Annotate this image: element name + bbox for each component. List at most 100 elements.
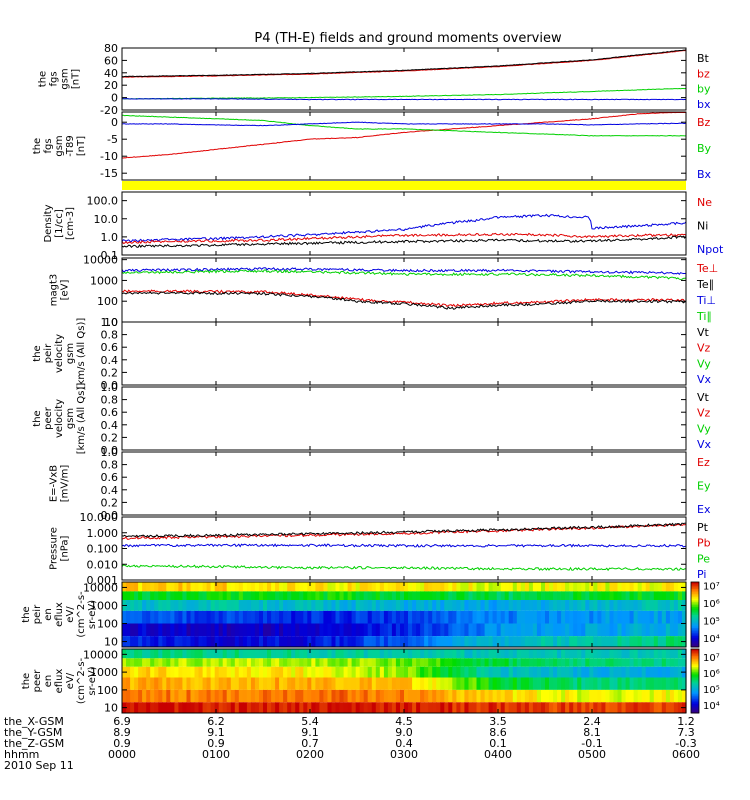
panel-9-cell xyxy=(464,623,469,637)
panel-9-cell xyxy=(158,591,163,600)
panel-10-cell xyxy=(130,702,135,713)
panel-10-cell xyxy=(601,677,606,690)
panel-9-cell xyxy=(488,636,494,647)
panel-10-cell xyxy=(214,649,220,659)
panel-9-cell xyxy=(617,610,623,624)
panel-9-cell xyxy=(508,591,514,600)
xaxis-row-value: 8.9 xyxy=(113,726,131,739)
panel-10-colorbar-swatch xyxy=(691,708,699,711)
panel-10-cell xyxy=(279,689,284,703)
panel-9-cell xyxy=(601,582,606,592)
panel-9-cell xyxy=(645,591,651,600)
panel-10-cell xyxy=(512,677,518,690)
panel-10-cell xyxy=(335,702,341,713)
panel-10-cell xyxy=(222,649,228,659)
panel-10-cell xyxy=(263,689,268,703)
panel-10-cell xyxy=(395,689,401,703)
panel-9-cell xyxy=(601,610,606,624)
panel-10-cell xyxy=(613,649,619,659)
panel-9-cell xyxy=(528,582,534,592)
panel-10-cell xyxy=(609,666,615,678)
panel-10-cell xyxy=(230,649,236,659)
panel-10-cell xyxy=(593,702,598,713)
panel-10-cell xyxy=(536,666,542,678)
panel-9-cell xyxy=(613,623,619,637)
panel-10-cell xyxy=(480,702,486,713)
panel-10-cell xyxy=(158,658,163,667)
panel-9-cell xyxy=(416,636,421,647)
panel-9-cell xyxy=(315,591,320,600)
panel-10-cell xyxy=(162,702,167,713)
panel-10-cell xyxy=(190,702,196,713)
panel-10-cell xyxy=(363,689,369,703)
panel-9-cell xyxy=(283,582,288,592)
panel-10-cell xyxy=(315,689,320,703)
panel-10-cell xyxy=(359,702,365,713)
panel-9-cell xyxy=(275,623,280,637)
panel-10-cell xyxy=(553,649,558,659)
panel-10-cell xyxy=(488,677,494,690)
panel-9-cell xyxy=(162,591,167,600)
panel-9-cell xyxy=(496,582,502,592)
panel-9-cell xyxy=(597,636,602,647)
panel-10-cell xyxy=(371,702,377,713)
panel-9-cell xyxy=(226,591,232,600)
panel-10-cell xyxy=(673,689,679,703)
panel-9-cell xyxy=(323,636,328,647)
panel-9-cell xyxy=(331,591,337,600)
panel-9-cell xyxy=(484,600,490,611)
panel-9-cell xyxy=(549,582,554,592)
xaxis-row-value: -0.1 xyxy=(581,737,602,750)
panel-9-cell xyxy=(605,636,610,647)
panel-10-cell xyxy=(577,649,582,659)
panel-9-cell xyxy=(605,591,610,600)
panel-9-cell xyxy=(327,636,333,647)
panel-10-cell xyxy=(210,702,216,713)
panel-9-colorbar-swatch xyxy=(691,583,699,586)
panel-9-cell xyxy=(295,591,300,600)
panel-10-cell xyxy=(649,702,655,713)
panel-9-cell xyxy=(569,600,574,611)
panel-4-series-te-line xyxy=(121,291,687,310)
panel-10-ylabel: (cm^2-s- xyxy=(76,657,87,704)
panel-9-cell xyxy=(230,582,236,592)
panel-10-cell xyxy=(331,702,337,713)
panel-9-cell xyxy=(158,582,163,592)
panel-9-cell xyxy=(230,600,236,611)
panel-9-cell xyxy=(299,623,304,637)
panel-10-cell xyxy=(331,649,337,659)
panel-10-cell xyxy=(448,702,453,713)
panel-10-cell xyxy=(621,702,627,713)
plot-date: 2010 Sep 11 xyxy=(4,759,74,772)
panel-9-cell xyxy=(166,636,171,647)
panel-9-cell xyxy=(291,610,296,624)
panel-9-cell xyxy=(412,636,417,647)
panel-9-cell xyxy=(198,600,204,611)
panel-10-cell xyxy=(480,689,486,703)
panel-9-cell xyxy=(331,636,337,647)
panel-10-cell xyxy=(178,689,183,703)
panel-9-cell xyxy=(601,623,606,637)
panel-9-cell xyxy=(234,610,240,624)
panel-10-cell xyxy=(371,649,377,659)
panel-9-cell xyxy=(146,636,151,647)
panel-9-cell xyxy=(673,636,679,647)
panel-9-cell xyxy=(359,600,365,611)
panel-9-cell xyxy=(271,600,276,611)
panel-10-cell xyxy=(649,677,655,690)
panel-9-cell xyxy=(637,610,643,624)
panel-9-cell xyxy=(250,636,256,647)
panel-10-cell xyxy=(412,677,417,690)
panel-9-cell xyxy=(303,600,308,611)
panel-10-cell xyxy=(597,689,602,703)
panel-9-cell xyxy=(146,623,151,637)
panel-9-cell xyxy=(299,610,304,624)
panel-9-cell xyxy=(649,623,655,637)
panel-9-cell xyxy=(536,610,542,624)
panel-9-cell xyxy=(516,610,522,624)
panel-9-cell xyxy=(395,600,401,611)
panel-9-cell xyxy=(367,600,373,611)
panel-9-cell xyxy=(512,591,518,600)
panel-9-cell xyxy=(295,636,300,647)
panel-10-cell xyxy=(259,677,264,690)
